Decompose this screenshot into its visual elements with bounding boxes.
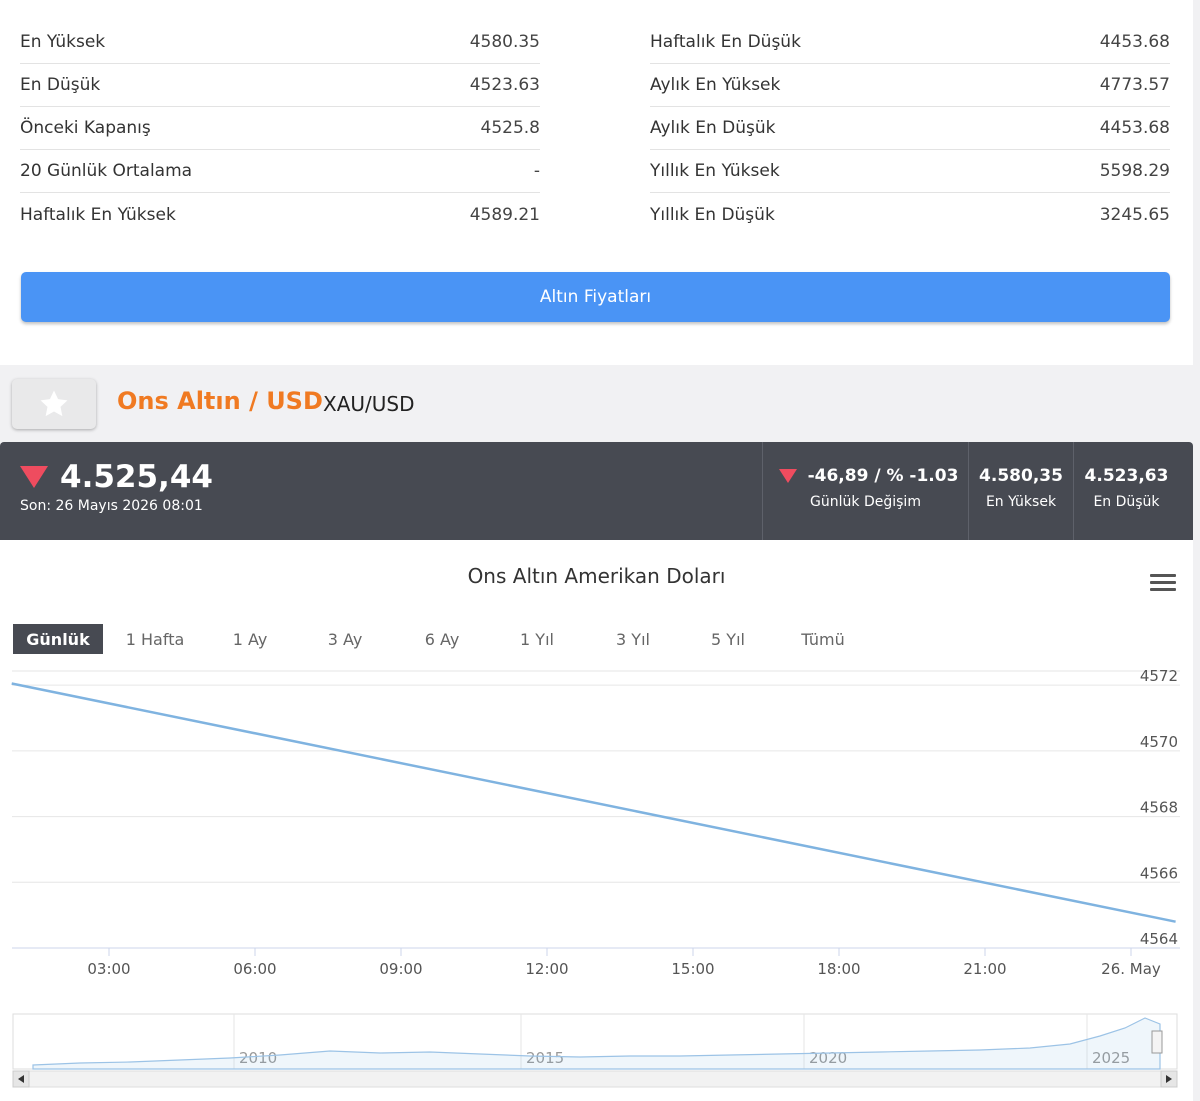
x-tick-label: 03:00 bbox=[87, 960, 130, 978]
stat-value: 4525.8 bbox=[480, 118, 540, 138]
chart-navigator[interactable]: 2010201520202025 bbox=[12, 1013, 1178, 1070]
navigator-tick-label: 2015 bbox=[526, 1049, 564, 1067]
stat-value: 4523.63 bbox=[469, 75, 540, 95]
navigator-ticks: 2010201520202025 bbox=[233, 1014, 1130, 1069]
day-low-cell: 4.523,63 En Düşük bbox=[1073, 442, 1179, 540]
y-tick-label: 4572 bbox=[1140, 667, 1178, 685]
navigator-frame bbox=[12, 1013, 1178, 1070]
day-high-cell: 4.580,35 En Yüksek bbox=[968, 442, 1073, 540]
stat-row: Haftalık En Yüksek 4589.21 bbox=[20, 193, 540, 236]
chart-title: Ons Altın Amerikan Doları bbox=[467, 564, 726, 588]
stat-row: Haftalık En Düşük 4453.68 bbox=[650, 21, 1170, 64]
stat-value: - bbox=[533, 161, 540, 181]
down-arrow-icon bbox=[20, 466, 48, 488]
daily-change-label: Günlük Değişim bbox=[810, 494, 921, 510]
y-tick-label: 4566 bbox=[1140, 864, 1178, 882]
day-high-value: 4.580,35 bbox=[979, 466, 1063, 486]
stat-row: 20 Günlük Ortalama - bbox=[20, 150, 540, 193]
x-tick-label: 09:00 bbox=[379, 960, 422, 978]
day-low-value: 4.523,63 bbox=[1084, 466, 1169, 486]
chart-menu-icon[interactable] bbox=[1150, 574, 1176, 594]
range-selector: Günlük 1 Hafta 1 Ay 3 Ay 6 Ay 1 Yıl 3 Yı… bbox=[13, 624, 869, 654]
favorite-button[interactable] bbox=[12, 379, 96, 429]
stat-label: Aylık En Düşük bbox=[650, 118, 776, 138]
range-button-gunluk[interactable]: Günlük bbox=[13, 624, 103, 654]
stat-label: Önceki Kapanış bbox=[20, 118, 151, 138]
day-low-label: En Düşük bbox=[1093, 494, 1160, 510]
stat-value: 5598.29 bbox=[1099, 161, 1170, 181]
range-button-1-ay[interactable]: 1 Ay bbox=[232, 629, 268, 649]
price-value: 4.525,44 bbox=[60, 459, 213, 495]
scrollbar-track[interactable] bbox=[12, 1070, 1178, 1088]
chart-grid bbox=[12, 670, 1180, 949]
stat-row: Önceki Kapanış 4525.8 bbox=[20, 107, 540, 150]
pair-code: XAU/USD bbox=[323, 392, 415, 416]
stats-panel: En Yüksek 4580.35 En Düşük 4523.63 Önceki … bbox=[0, 0, 1193, 365]
navigator-tick-label: 2010 bbox=[239, 1049, 277, 1067]
x-tick-label: 21:00 bbox=[963, 960, 1006, 978]
pair-title: Ons Altın / USD bbox=[117, 387, 323, 415]
y-tick-label: 4568 bbox=[1140, 799, 1178, 817]
current-price: 4.525,44 bbox=[20, 459, 213, 495]
stat-value: 4453.68 bbox=[1099, 118, 1170, 138]
range-button-1-yil[interactable]: 1 Yıl bbox=[520, 629, 554, 649]
range-button-6-ay[interactable]: 6 Ay bbox=[424, 629, 460, 649]
navigator-series bbox=[32, 1017, 1161, 1070]
price-bar: 4.525,44 Son: 26 Mayıs 2026 08:01 -46,89… bbox=[0, 442, 1193, 540]
stat-label: Yıllık En Düşük bbox=[650, 204, 775, 225]
stat-row: Aylık En Yüksek 4773.57 bbox=[650, 64, 1170, 107]
daily-change-cell: -46,89 / % -1.03 Günlük Değişim bbox=[762, 442, 968, 540]
stat-value: 4580.35 bbox=[469, 32, 540, 52]
stat-label: Haftalık En Yüksek bbox=[20, 204, 176, 225]
chevron-right-icon bbox=[1166, 1075, 1172, 1083]
x-axis-ticks: 03:00 06:00 09:00 12:00 15:00 18:00 21:00 26. M… bbox=[87, 948, 1161, 978]
stats-left-column: En Yüksek 4580.35 En Düşük 4523.63 Önceki … bbox=[20, 21, 540, 236]
gold-prices-button[interactable]: Altın Fiyatları bbox=[21, 272, 1170, 322]
down-arrow-icon bbox=[779, 469, 797, 483]
x-tick-label: 26. May bbox=[1101, 960, 1161, 978]
stat-label: Yıllık En Yüksek bbox=[650, 161, 780, 181]
chevron-left-icon bbox=[18, 1075, 24, 1083]
daily-change-value: -46,89 / % -1.03 bbox=[807, 466, 959, 486]
y-axis-ticks: 4564 4566 4568 4570 4572 bbox=[1140, 667, 1178, 948]
navigator-scrollbar[interactable] bbox=[12, 1070, 1178, 1088]
stat-row: Aylık En Düşük 4453.68 bbox=[650, 107, 1170, 150]
stat-label: Aylık En Yüksek bbox=[650, 75, 781, 95]
range-button-tumu[interactable]: Tümü bbox=[801, 629, 845, 649]
chart-panel: Ons Altın Amerikan Doları Günlük 1 Hafta… bbox=[0, 540, 1193, 1101]
y-tick-label: 4564 bbox=[1140, 930, 1178, 948]
y-tick-label: 4570 bbox=[1140, 733, 1178, 751]
stat-label: En Yüksek bbox=[20, 32, 106, 52]
x-tick-label: 18:00 bbox=[817, 960, 860, 978]
stat-row: En Yüksek 4580.35 bbox=[20, 21, 540, 64]
stat-value: 3245.65 bbox=[1099, 204, 1170, 225]
stat-label: 20 Günlük Ortalama bbox=[20, 161, 193, 181]
navigator-handle[interactable] bbox=[1151, 1030, 1163, 1054]
stat-value: 4773.57 bbox=[1099, 75, 1170, 95]
x-tick-label: 12:00 bbox=[525, 960, 568, 978]
navigator-tick-label: 2025 bbox=[1092, 1049, 1130, 1067]
stat-label: En Düşük bbox=[20, 75, 101, 95]
stat-value: 4453.68 bbox=[1099, 32, 1170, 52]
x-tick-label: 15:00 bbox=[671, 960, 714, 978]
price-line bbox=[11, 682, 1176, 923]
star-icon bbox=[40, 390, 68, 417]
x-tick-label: 06:00 bbox=[233, 960, 276, 978]
stats-right-column: Haftalık En Düşük 4453.68 Aylık En Yüksek… bbox=[650, 21, 1170, 236]
range-button-1-hafta[interactable]: 1 Hafta bbox=[125, 629, 185, 649]
stat-label: Haftalık En Düşük bbox=[650, 32, 801, 52]
range-button-5-yil[interactable]: 5 Yıl bbox=[711, 629, 745, 649]
stat-value: 4589.21 bbox=[469, 204, 540, 225]
range-button-3-yil[interactable]: 3 Yıl bbox=[616, 629, 650, 649]
day-high-label: En Yüksek bbox=[985, 494, 1057, 510]
range-button-3-ay[interactable]: 3 Ay bbox=[327, 629, 363, 649]
stat-row: Yıllık En Yüksek 5598.29 bbox=[650, 150, 1170, 193]
last-update: Son: 26 Mayıs 2026 08:01 bbox=[20, 498, 203, 514]
instrument-heading: Ons Altın / USD XAU/USD bbox=[0, 365, 1200, 442]
stat-row: Yıllık En Düşük 3245.65 bbox=[650, 193, 1170, 236]
stat-row: En Düşük 4523.63 bbox=[20, 64, 540, 107]
price-chart: 4564 4566 4568 4570 4572 03:00 06:00 09:00 12:0… bbox=[11, 667, 1180, 1088]
